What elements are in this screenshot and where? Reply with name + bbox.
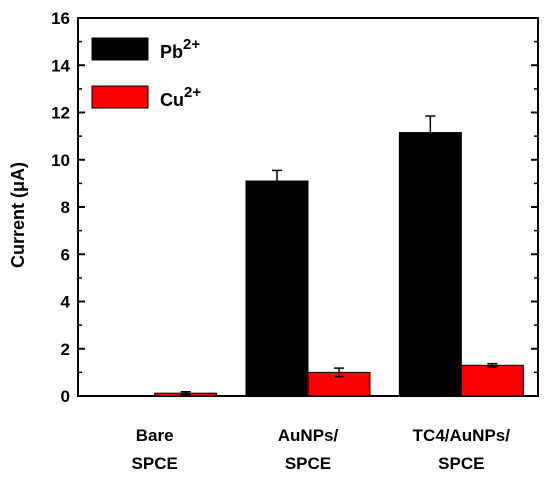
bar xyxy=(398,132,462,397)
y-axis-label: Current (μA) xyxy=(8,162,28,268)
y-tick-label: 12 xyxy=(51,104,70,123)
plot-area: 0 2 4 6 8 10 12 14 16 Bare SPCE AuNPs/SPCE TC4/AuNPs… xyxy=(51,9,539,473)
category-label: AuNPs/SPCE xyxy=(278,426,339,473)
y-tick-label: 14 xyxy=(51,56,70,75)
y-tick-label: 10 xyxy=(51,151,70,170)
category-label: TC4/AuNPs/SPCE xyxy=(413,426,511,473)
y-tick-label: 16 xyxy=(51,9,70,28)
legend-label: Cu2+ xyxy=(160,84,201,110)
y-tick-label: 6 xyxy=(61,245,70,264)
y-tick-label: 2 xyxy=(61,340,70,359)
y-tick-label: 0 xyxy=(61,387,70,406)
bar xyxy=(245,180,309,397)
legend-swatch xyxy=(91,37,149,61)
legend-swatch xyxy=(91,85,149,109)
bar xyxy=(460,364,524,397)
category-label: Bare SPCE xyxy=(132,426,178,473)
legend-label: Pb2+ xyxy=(160,36,200,62)
y-tick-label: 4 xyxy=(61,293,71,312)
y-tick-label: 8 xyxy=(61,198,70,217)
